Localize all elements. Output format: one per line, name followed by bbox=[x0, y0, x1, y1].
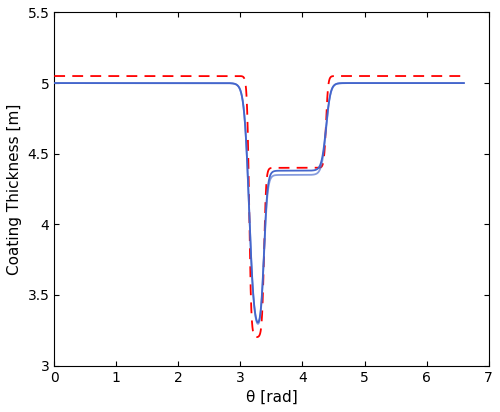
X-axis label: θ [rad]: θ [rad] bbox=[246, 390, 298, 405]
Y-axis label: Coating Thickness [m]: Coating Thickness [m] bbox=[7, 103, 22, 275]
